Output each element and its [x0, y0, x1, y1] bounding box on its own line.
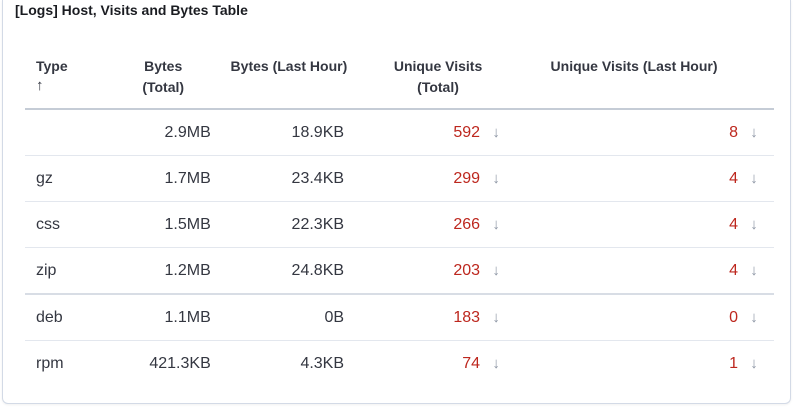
cell-bytes-last-hour: 23.4KB — [215, 155, 363, 202]
table-row: css 1.5MB 22.3KB 266 ↓ 4 ↓ — [25, 201, 774, 248]
column-header-unique-visits-total[interactable]: Unique Visits (Total) — [362, 52, 515, 110]
arrow-down-icon: ↓ — [492, 261, 500, 279]
column-header-unique-visits-last-hour[interactable]: Unique Visits (Last Hour) — [514, 52, 774, 110]
column-header-label: Unique Visits (Last Hour) — [550, 58, 718, 74]
cell-unique-visits-total: 299 ↓ — [362, 155, 515, 202]
arrow-down-icon: ↓ — [492, 169, 500, 187]
arrow-down-icon: ↓ — [492, 308, 500, 326]
arrow-down-icon: ↓ — [492, 215, 500, 233]
cell-value: 0 — [729, 308, 738, 326]
cell-value: 592 — [453, 123, 481, 141]
cell-unique-visits-total: 74 ↓ — [362, 341, 514, 387]
cell-bytes-last-hour: 18.9KB — [215, 109, 363, 156]
cell-type: gz — [25, 155, 111, 202]
cell-unique-visits-last-hour: 4 ↓ — [514, 201, 774, 248]
cell-bytes-total: 1.2MB — [110, 247, 216, 295]
cell-value: 4 — [729, 169, 738, 187]
cell-type: css — [25, 201, 111, 248]
cell-unique-visits-last-hour: 4 ↓ — [514, 155, 774, 202]
cell-unique-visits-last-hour: 1 ↓ — [514, 341, 774, 387]
column-header-label: (Total) — [142, 79, 185, 95]
cell-bytes-last-hour: 0B — [215, 293, 363, 341]
arrow-down-icon: ↓ — [750, 308, 758, 326]
arrow-down-icon: ↓ — [750, 261, 758, 279]
cell-type: deb — [25, 293, 111, 341]
column-header-label: Bytes — [144, 58, 183, 74]
column-header-bytes-total[interactable]: Bytes (Total) — [110, 52, 216, 110]
cell-bytes-total: 1.7MB — [110, 155, 216, 202]
cell-bytes-total: 1.5MB — [110, 201, 216, 248]
data-table: Type ↑ Bytes (Total) Bytes (Last Hour) U… — [25, 52, 774, 386]
table-row: 2.9MB 18.9KB 592 ↓ 8 ↓ — [25, 109, 774, 156]
arrow-down-icon: ↓ — [750, 354, 758, 372]
cell-type — [25, 109, 111, 156]
cell-bytes-total: 421.3KB — [149, 354, 211, 372]
column-header-type[interactable]: Type ↑ — [25, 52, 111, 110]
column-header-type-label: Type — [36, 58, 68, 74]
cell-value: 4 — [729, 261, 738, 279]
arrow-down-icon: ↓ — [492, 354, 500, 372]
cell-value: 203 — [453, 261, 481, 279]
table-header-row: Type ↑ Bytes (Total) Bytes (Last Hour) U… — [25, 52, 774, 110]
cell-unique-visits-total: 203 ↓ — [362, 247, 515, 295]
cell-type: rpm — [36, 354, 64, 372]
cell-unique-visits-total: 266 ↓ — [362, 201, 515, 248]
column-header-bytes-last-hour[interactable]: Bytes (Last Hour) — [215, 52, 363, 110]
cell-unique-visits-total: 592 ↓ — [362, 109, 515, 156]
arrow-down-icon: ↓ — [750, 169, 758, 187]
arrow-down-icon: ↓ — [750, 215, 758, 233]
cell-unique-visits-last-hour: 0 ↓ — [514, 293, 774, 341]
cell-unique-visits-total: 183 ↓ — [362, 293, 515, 341]
arrow-down-icon: ↓ — [750, 123, 758, 141]
cell-bytes-last-hour: 22.3KB — [215, 201, 363, 248]
table-row: zip 1.2MB 24.8KB 203 ↓ 4 ↓ — [25, 247, 774, 295]
cell-unique-visits-last-hour: 8 ↓ — [514, 109, 774, 156]
arrow-up-icon: ↑ — [36, 77, 44, 94]
cell-unique-visits-last-hour: 4 ↓ — [514, 247, 774, 295]
column-header-label: Bytes (Last Hour) — [230, 58, 348, 74]
cell-bytes-total: 2.9MB — [110, 109, 216, 156]
table-row: rpm 421.3KB 4.3KB 74 ↓ 1 ↓ — [25, 341, 774, 387]
table-row: gz 1.7MB 23.4KB 299 ↓ 4 ↓ — [25, 155, 774, 202]
cell-type: zip — [25, 247, 111, 295]
cell-value: 183 — [453, 308, 481, 326]
cell-value: 266 — [453, 215, 481, 233]
column-header-label: Unique Visits — [393, 58, 483, 74]
column-header-label: (Total) — [417, 79, 459, 95]
cell-value: 8 — [729, 123, 738, 141]
cell-value: 299 — [453, 169, 481, 187]
cell-value: 4 — [729, 215, 738, 233]
arrow-down-icon: ↓ — [492, 123, 500, 141]
cell-bytes-total: 1.1MB — [110, 293, 216, 341]
cell-value: 74 — [462, 354, 481, 372]
panel-title: [Logs] Host, Visits and Bytes Table — [15, 2, 248, 18]
cell-bytes-last-hour: 24.8KB — [215, 247, 363, 295]
cell-bytes-last-hour: 4.3KB — [300, 354, 345, 372]
table-row: deb 1.1MB 0B 183 ↓ 0 ↓ — [25, 293, 774, 341]
cell-value: 1 — [729, 354, 738, 372]
